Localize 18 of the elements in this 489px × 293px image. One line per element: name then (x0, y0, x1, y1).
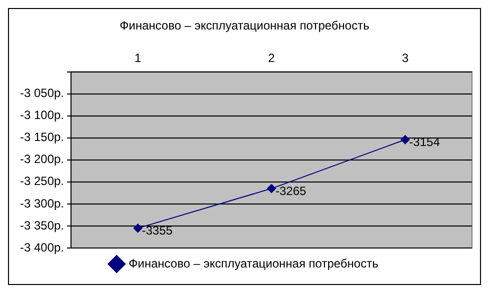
y-tick-label: -3 050р. (20, 86, 64, 100)
y-tick-label: -3 100р. (20, 108, 64, 122)
point (400, 135, 410, 144)
point (133, 224, 142, 233)
data-label: -3355 (142, 223, 173, 238)
y-tick-label: -3 200р. (20, 152, 64, 166)
y-tick-label: -3 150р. (20, 130, 64, 144)
x-tick-label: 1 (134, 50, 142, 65)
x-tick-label: 2 (268, 50, 276, 65)
point (267, 184, 276, 194)
chart-title: Финансово – эксплуатационная потребность (120, 18, 370, 33)
data-label: -3265 (276, 184, 307, 198)
y-tick-label: -3 350р. (20, 218, 64, 232)
y-tick-label: -3 250р. (20, 174, 64, 188)
legend-label: Финансово – эксплуатационная потребность (128, 256, 378, 270)
y-tick-label: -3 300р. (20, 196, 64, 210)
x-tick-label: 3 (402, 50, 409, 65)
y-tick-label: -3 400р. (20, 240, 64, 254)
